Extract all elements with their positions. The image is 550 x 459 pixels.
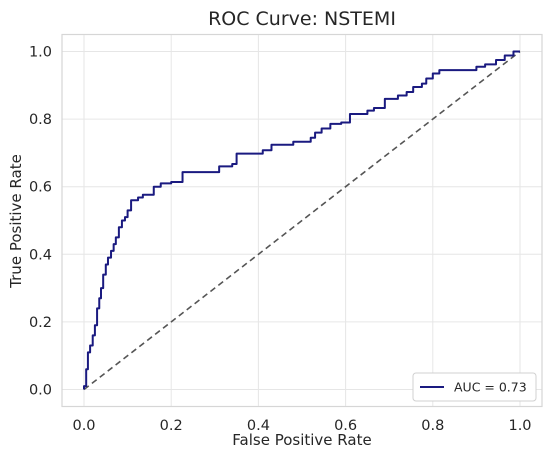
x-tick-label: 0.0 bbox=[72, 418, 95, 434]
chance-diagonal-line bbox=[83, 50, 521, 391]
y-tick-label: 1.0 bbox=[29, 45, 52, 61]
tick-labels: 0.0 0.2 0.4 0.6 0.8 1.0 0.0 0.2 0.4 0.6 0.8 1.0 bbox=[29, 45, 532, 435]
chart-title: ROC Curve: NSTEMI bbox=[208, 8, 396, 30]
x-tick-label: 1.0 bbox=[508, 418, 531, 434]
gridlines bbox=[62, 34, 542, 407]
y-tick-label: 0.2 bbox=[29, 315, 52, 331]
series-lines bbox=[83, 50, 521, 391]
legend-box bbox=[412, 372, 537, 402]
x-tick-label: 0.2 bbox=[160, 418, 183, 434]
roc-curve-line bbox=[83, 50, 520, 390]
x-tick-label: 0.8 bbox=[421, 418, 444, 434]
x-tick-label: 0.4 bbox=[247, 418, 270, 434]
y-tick-label: 0.0 bbox=[29, 383, 52, 399]
y-tick-label: 0.4 bbox=[29, 247, 52, 263]
y-tick-label: 0.8 bbox=[29, 112, 52, 128]
x-tick-label: 0.6 bbox=[334, 418, 357, 434]
legend-label: AUC = 0.73 bbox=[454, 380, 527, 395]
plot-frame bbox=[61, 33, 543, 408]
x-axis-label: False Positive Rate bbox=[232, 431, 371, 449]
legend: AUC = 0.73 bbox=[412, 372, 537, 402]
y-tick-label: 0.6 bbox=[29, 180, 52, 196]
y-axis-label: True Positive Rate bbox=[7, 154, 25, 289]
